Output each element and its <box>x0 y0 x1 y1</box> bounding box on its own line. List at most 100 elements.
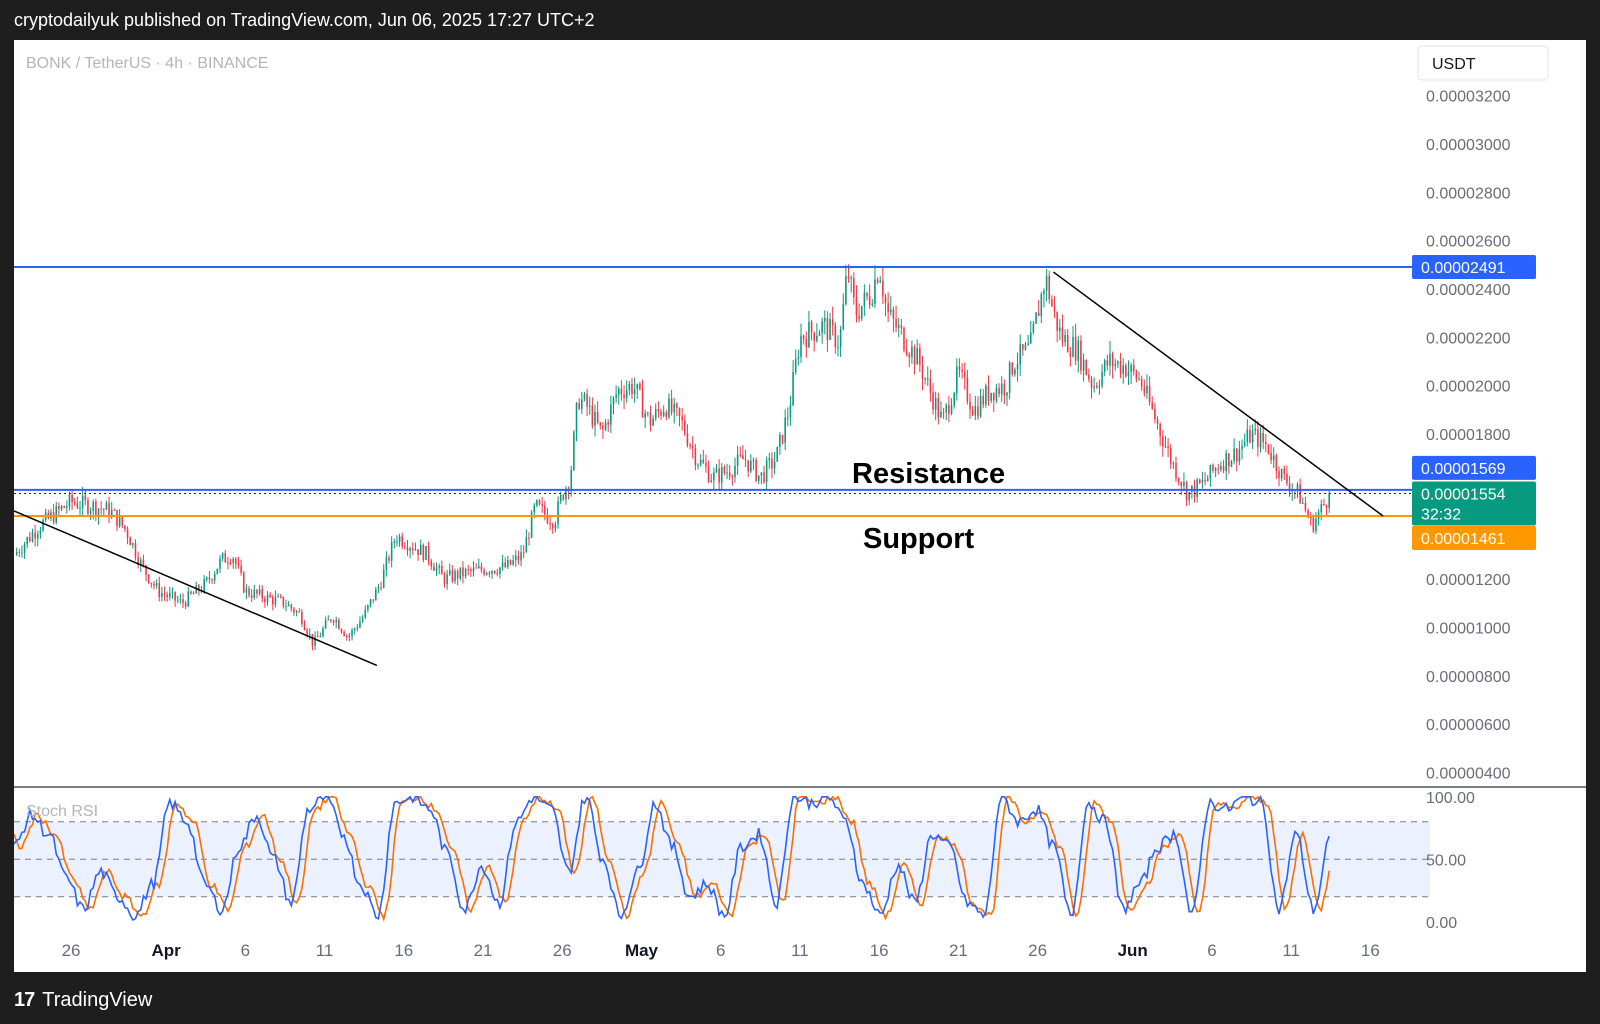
candle-body <box>248 588 250 596</box>
candle-body <box>427 546 430 561</box>
candle-body <box>287 604 290 607</box>
candle-body <box>272 597 274 605</box>
candle-body <box>398 536 401 542</box>
candle-body <box>316 636 319 638</box>
currency-button[interactable] <box>1417 45 1549 81</box>
candle-body <box>1309 517 1312 519</box>
candle-body <box>184 603 187 607</box>
candle-body <box>232 558 234 564</box>
candle-body <box>195 585 198 594</box>
candle-body <box>1283 468 1286 474</box>
candle-body <box>63 506 65 508</box>
time-axis[interactable]: 26 Apr 6 11 16 21 26 May 6 11 16 21 26 Jun 6 11 16 <box>62 941 1380 960</box>
candle-body <box>1172 463 1175 465</box>
candle-body <box>1132 365 1135 372</box>
candle-body <box>1146 385 1148 394</box>
candle-body <box>713 472 715 481</box>
candle-body <box>1212 464 1214 471</box>
candle-body <box>108 503 110 518</box>
candle-body <box>699 459 702 465</box>
candle-body <box>924 378 926 380</box>
candle-body <box>1251 430 1254 443</box>
candle-body <box>1249 429 1251 443</box>
candle-body <box>1235 448 1238 462</box>
candle-body <box>84 495 87 501</box>
candle-body <box>314 636 316 646</box>
candle-body <box>488 572 491 574</box>
candle-body <box>1180 482 1183 487</box>
chart-frame[interactable]: 0.00003200 0.00003000 0.00002800 0.00002600… <box>13 40 1586 972</box>
price-tick-label: 0.00000800 <box>1426 669 1511 686</box>
candle-body <box>982 395 985 405</box>
candle-body <box>190 591 192 594</box>
candle-body <box>557 501 559 525</box>
candle-body <box>816 335 818 341</box>
candle-body <box>433 566 435 571</box>
candle-body <box>1114 363 1117 367</box>
candle-body <box>1090 379 1093 388</box>
candle-body <box>361 617 364 622</box>
candle-body <box>245 588 248 593</box>
candle-body <box>166 594 168 597</box>
candle-body <box>1188 492 1191 501</box>
candle-body <box>388 557 390 561</box>
candle-body <box>1032 323 1035 333</box>
candle-body <box>1228 453 1230 467</box>
candle-body <box>324 620 327 629</box>
candle-body <box>834 325 837 348</box>
candle-body <box>87 500 89 514</box>
candle-body <box>1217 468 1220 470</box>
time-tick-label: 11 <box>316 941 334 960</box>
candle-body <box>158 583 161 597</box>
candle-body <box>411 548 414 551</box>
stoch-rsi-pane[interactable]: 100.00 50.00 0.00 <box>13 790 1475 932</box>
candle-body <box>945 405 948 412</box>
time-tick-label: 6 <box>241 941 250 960</box>
candle-body <box>559 494 562 502</box>
brand-name: TradingView <box>42 989 153 1011</box>
candle-body <box>644 412 646 418</box>
candle-body <box>760 472 763 476</box>
candle-body <box>1148 385 1151 403</box>
chart-canvas[interactable]: 0.00003200 0.00003000 0.00002800 0.00002600… <box>13 40 1586 972</box>
candle-body <box>538 500 541 505</box>
candle-body <box>855 297 858 316</box>
candle-body <box>250 595 253 598</box>
candle-body <box>821 321 823 333</box>
candle-body <box>139 559 142 566</box>
candle-body <box>705 463 707 467</box>
candle-body <box>1238 449 1241 462</box>
candle-body <box>974 406 977 416</box>
candle-body <box>765 460 768 483</box>
candle-body <box>1074 336 1077 361</box>
current-price-tag <box>1412 481 1536 526</box>
candle-body <box>588 405 591 407</box>
candle-body <box>34 532 36 539</box>
candle-body <box>203 579 205 592</box>
candle-body <box>1059 327 1061 331</box>
candle-body <box>739 454 742 456</box>
candle-body <box>617 388 620 395</box>
support-price-tag <box>1412 526 1536 551</box>
candle-body <box>1278 471 1280 479</box>
candle-body <box>916 348 918 365</box>
candle-body <box>161 593 163 597</box>
rsi-tick-label: 0.00 <box>1426 915 1457 932</box>
candle-body <box>686 433 689 446</box>
candle-body <box>1122 365 1124 374</box>
candle-body <box>224 553 227 563</box>
candle-body <box>348 635 351 637</box>
candle-body <box>1230 461 1233 467</box>
time-tick-label: 21 <box>474 941 493 960</box>
candle-body <box>1135 371 1138 380</box>
time-tick-label: 16 <box>870 941 889 960</box>
candle-body <box>1193 485 1196 497</box>
candle-body <box>145 565 147 575</box>
candle-body <box>1196 479 1198 497</box>
price-pane[interactable]: 0.00003200 0.00003000 0.00002800 0.00002600… <box>13 89 1536 783</box>
candle-body <box>612 397 615 405</box>
candle-body <box>1143 386 1146 394</box>
candle-body <box>129 537 131 546</box>
candle-body <box>240 565 242 573</box>
candle-body <box>462 567 464 577</box>
